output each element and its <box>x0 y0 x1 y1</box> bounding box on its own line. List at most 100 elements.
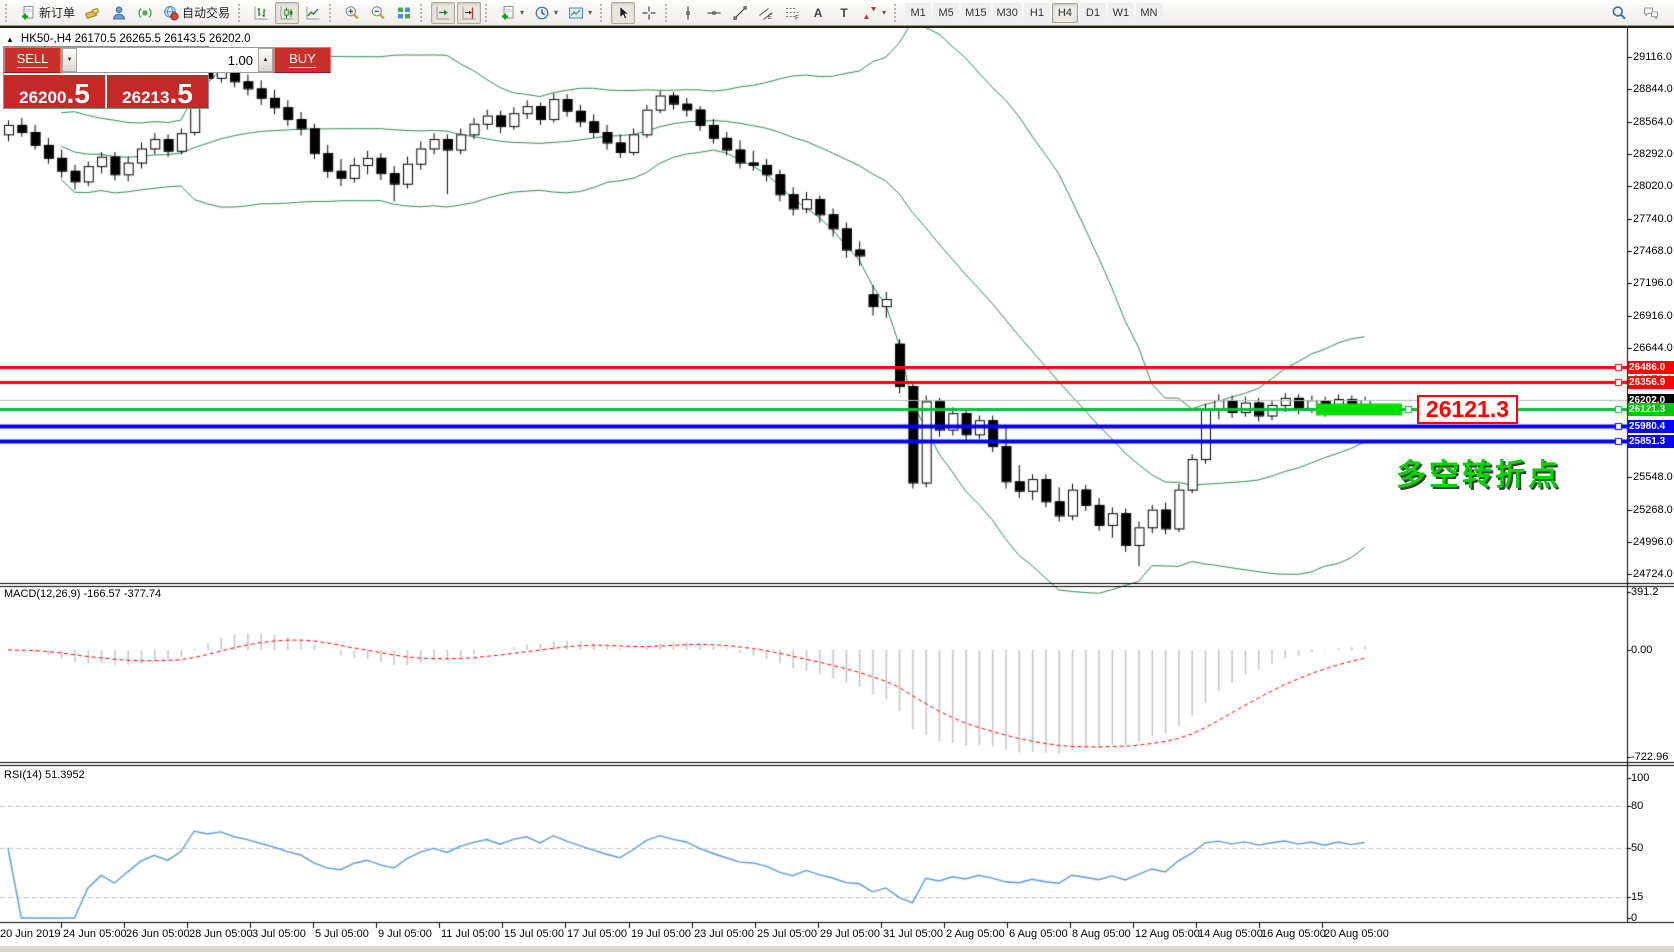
periods-button[interactable]: ▾ <box>530 2 562 24</box>
toolbar-group-grip <box>238 3 245 22</box>
trendline-button[interactable] <box>728 2 752 24</box>
macd-axis-tick: 0.00 <box>1631 644 1653 656</box>
toolbar-group-grip <box>894 3 901 22</box>
price-tag: 26486.0 <box>1628 360 1674 374</box>
buy-price: 26213.5 <box>122 78 193 110</box>
clock-icon <box>535 6 549 19</box>
price-axis-tick: 26644.0 <box>1633 342 1673 354</box>
time-axis-label: 28 Jun 05:00 <box>189 928 253 940</box>
tile-windows-button[interactable] <box>392 2 416 24</box>
text-button[interactable]: A <box>806 2 830 24</box>
toolbar-group-grip <box>485 3 492 22</box>
search-button[interactable] <box>1607 2 1631 24</box>
time-axis-label: 6 Aug 05:00 <box>1009 928 1068 940</box>
zoom-in-icon <box>345 5 359 19</box>
timeframe-m30-button[interactable]: M30 <box>992 2 1022 23</box>
profile-icon <box>112 6 126 19</box>
crosshair-button[interactable] <box>637 2 661 24</box>
eraser-button[interactable] <box>81 2 105 24</box>
candle-chart-button[interactable] <box>275 1 300 24</box>
text-label-button[interactable]: T <box>832 2 856 24</box>
price-axis-tick: 24996.0 <box>1633 535 1673 548</box>
rsi-axis-tick: 80 <box>1631 800 1644 812</box>
auto-trading-button[interactable]: 自动交易 <box>159 2 234 24</box>
timeframe-mn-button[interactable]: MN <box>1135 2 1162 23</box>
chat-button[interactable] <box>1639 2 1663 24</box>
rsi-axis-tick: 0 <box>1631 912 1638 924</box>
channel-icon: E <box>759 7 773 21</box>
new-order-button[interactable]: 新订单 <box>16 2 79 24</box>
cursor-button[interactable] <box>611 1 636 24</box>
time-axis-label: 5 Jul 05:00 <box>315 928 369 940</box>
toolbar-group-grip <box>665 3 672 22</box>
chevron-down-icon: ▾ <box>520 8 525 17</box>
templates-button[interactable]: ▾ <box>564 2 596 24</box>
horizontal-line-button[interactable] <box>702 2 726 24</box>
price-axis-tick: 26916.0 <box>1633 310 1673 322</box>
toolbar-buttons: 新订单 自动交易 ▾ ▾ ▾ E F A T ▾ M1 M5 M15 M30 H1 H4 D1 W1 MN <box>2 0 1163 25</box>
zoom-in-button[interactable] <box>340 2 364 24</box>
timeframe-d1-button[interactable]: D1 <box>1079 2 1106 23</box>
volume-increase-button[interactable]: ▲ <box>258 48 273 72</box>
time-axis-label: 19 Jul 05:00 <box>631 928 691 940</box>
tiles-icon <box>397 6 412 19</box>
zoom-out-button[interactable] <box>366 2 390 24</box>
new-order-label: 新订单 <box>39 6 76 20</box>
macd-label: MACD(12,26,9) -166.57 -377.74 <box>4 588 162 600</box>
text-label-icon: T <box>840 5 848 20</box>
time-axis-label: 11 Jul 05:00 <box>441 928 501 940</box>
bottom-strip <box>0 946 1674 952</box>
time-axis-label: 24 Jun 05:00 <box>63 928 127 940</box>
template-icon <box>569 7 584 18</box>
chart-shift-button[interactable] <box>457 1 482 24</box>
timeframe-m5-button[interactable]: M5 <box>933 2 960 23</box>
broadcast-button[interactable] <box>133 2 157 24</box>
macd-axis-tick: 391.2 <box>1631 586 1659 599</box>
time-axis-label: 23 Jul 05:00 <box>694 928 754 940</box>
timeframe-h1-button[interactable]: H1 <box>1023 2 1050 23</box>
timeframe-h4-button[interactable]: H4 <box>1051 2 1078 23</box>
rsi-axis-tick: 50 <box>1631 842 1644 854</box>
collapse-panel-icon[interactable]: ▲ <box>6 34 14 44</box>
price-axis-tick: 27740.0 <box>1633 213 1673 226</box>
shift-icon <box>462 6 476 19</box>
vertical-line-button[interactable] <box>676 2 700 24</box>
eraser-icon <box>85 7 99 19</box>
chevron-down-icon: ▾ <box>588 8 593 17</box>
volume-input[interactable] <box>77 48 258 72</box>
chart-window: ▲ HK50-,H4 26170.5 26265.5 26143.5 26202… <box>0 26 1674 952</box>
price-axis-tick: 28020.0 <box>1633 180 1673 193</box>
one-click-trading-panel: SELL ▼ ▲ BUY 26200.5 26213.5 <box>3 46 331 110</box>
text-icon: A <box>813 5 823 20</box>
bar-chart-button[interactable] <box>249 2 273 24</box>
line-chart-button[interactable] <box>301 2 325 24</box>
chevron-down-icon: ▾ <box>554 8 559 17</box>
timeframe-m1-button[interactable]: M1 <box>905 2 932 23</box>
zoom-out-icon <box>371 5 385 19</box>
volume-decrease-button[interactable]: ▼ <box>62 48 77 72</box>
volume-stepper: ▼ ▲ <box>61 47 274 73</box>
timeframe-m15-button[interactable]: M15 <box>961 2 991 23</box>
time-axis-label: 17 Jul 05:00 <box>567 928 627 940</box>
price-axis-tick: 28564.0 <box>1633 116 1673 129</box>
auto-scroll-button[interactable] <box>431 1 456 24</box>
price-chart-canvas[interactable] <box>0 28 1674 952</box>
arrows-button[interactable]: ▾ <box>858 2 890 24</box>
time-axis-label: 26 Jun 05:00 <box>126 928 190 940</box>
annotation-text[interactable]: 多空转折点 <box>1396 459 1561 492</box>
fibonacci-button[interactable]: F <box>780 2 804 24</box>
price-tag: 25980.4 <box>1628 420 1674 434</box>
buy-button[interactable]: BUY <box>274 47 331 73</box>
equidistant-channel-button[interactable]: E <box>754 2 778 24</box>
candles-icon <box>280 6 294 19</box>
scrollend-icon <box>436 6 450 19</box>
sell-button[interactable]: SELL <box>4 47 61 73</box>
timeframe-w1-button[interactable]: W1 <box>1107 2 1134 23</box>
sell-price: 26200.5 <box>19 78 90 110</box>
price-tag: 26121.3 <box>1628 403 1674 417</box>
indicators-button[interactable]: ▾ <box>496 2 528 24</box>
profile-button[interactable] <box>107 2 131 24</box>
price-callout[interactable]: 26121.3 <box>1417 395 1518 424</box>
price-axis-tick: 29116.0 <box>1633 51 1672 64</box>
time-axis-label: 9 Jul 05:00 <box>378 928 432 940</box>
